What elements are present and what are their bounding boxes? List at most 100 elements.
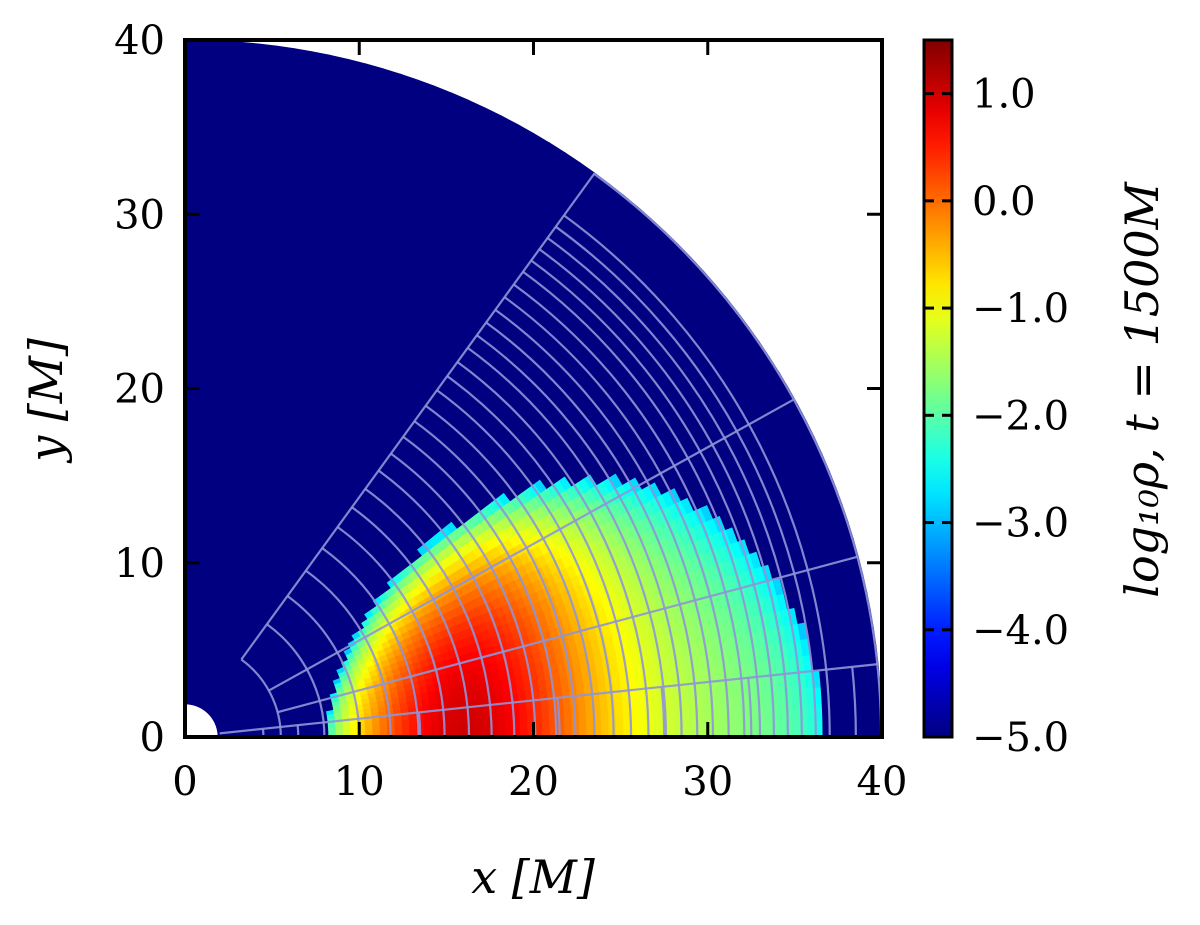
density-cell [193, 416, 202, 424]
density-cell [200, 173, 215, 181]
density-cell [395, 726, 403, 732]
density-cell [475, 714, 483, 722]
density-cell [212, 380, 222, 388]
density-cell [206, 321, 217, 329]
density-cell [201, 136, 217, 144]
density-cell [185, 188, 199, 196]
density-cell [193, 409, 202, 417]
density-cell [498, 720, 506, 729]
density-cell [194, 372, 204, 380]
density-cell [195, 365, 205, 373]
density-cell [210, 410, 219, 418]
density-cell [207, 447, 215, 455]
density-cell [424, 718, 432, 725]
density-cell [194, 564, 199, 572]
density-cell [185, 121, 201, 129]
density-cell [215, 344, 226, 352]
density-cell [808, 720, 816, 737]
density-cell [213, 373, 223, 381]
density-cell [213, 203, 227, 211]
density-cell [191, 497, 197, 505]
density-cell [206, 469, 214, 477]
density-cell [196, 313, 207, 321]
density-cell [194, 549, 199, 557]
density-cell [197, 284, 209, 292]
density-cell [216, 433, 225, 441]
density-cell [211, 402, 220, 410]
density-cell [697, 723, 705, 737]
density-cell [196, 520, 202, 528]
density-cell [191, 490, 198, 498]
density-cell [681, 697, 689, 711]
density-cell [200, 446, 208, 454]
density-cell [192, 468, 199, 476]
density-cell [185, 173, 200, 181]
density-cell [616, 714, 624, 726]
density-cell [454, 723, 462, 730]
density-cell [476, 721, 484, 729]
density-cell [214, 455, 222, 463]
density-cell [778, 706, 786, 722]
density-cell [206, 336, 217, 344]
density-cell [202, 99, 219, 107]
density-cell [196, 298, 208, 306]
density-cell [395, 720, 403, 726]
density-cell [199, 461, 207, 469]
density-cell [703, 696, 711, 710]
density-cell [410, 725, 418, 731]
density-cell [210, 255, 223, 263]
density-cell [197, 498, 204, 506]
density-cell [190, 549, 195, 557]
density-cell [196, 306, 207, 314]
density-cell [682, 711, 690, 724]
density-cell [198, 490, 205, 498]
density-cell [215, 440, 224, 448]
density-cell [198, 247, 211, 255]
density-cell [198, 217, 212, 225]
density-cell [192, 475, 199, 483]
density-cell [185, 180, 200, 188]
density-cell [210, 247, 223, 255]
density-cell [373, 727, 381, 732]
density-cell [208, 284, 220, 292]
density-cell [207, 314, 218, 322]
density-cell [542, 708, 550, 718]
density-cell [520, 719, 528, 728]
density-cell [204, 358, 214, 366]
density-cell [199, 453, 207, 461]
density-cell [213, 188, 228, 196]
density-cell [202, 409, 211, 417]
density-cell [217, 329, 228, 337]
density-cell [185, 106, 202, 114]
density-cell [195, 335, 206, 343]
density-cell [190, 542, 195, 550]
density-cell [189, 586, 193, 594]
density-cell [564, 717, 572, 727]
density-cell [191, 520, 197, 528]
density-cell [191, 512, 197, 520]
density-cell [365, 727, 373, 732]
density-cell [215, 159, 231, 167]
density-cell [201, 528, 207, 536]
density-cell [217, 322, 228, 330]
density-cell [638, 713, 646, 725]
density-cell [600, 704, 608, 715]
density-cell [520, 710, 528, 719]
density-cell [199, 180, 214, 188]
density-cell [196, 320, 207, 328]
density-cell [199, 195, 213, 203]
density-cell [204, 483, 211, 491]
density-cell [201, 424, 210, 432]
density-cell [201, 114, 218, 122]
density-cell [206, 328, 217, 336]
density-cell [409, 719, 417, 725]
density-cell [201, 417, 210, 425]
density-cell [615, 703, 623, 715]
density-cell [195, 343, 206, 351]
density-cell [210, 491, 217, 499]
density-cell [505, 711, 513, 720]
density-cell [198, 225, 212, 233]
density-cell [564, 707, 572, 718]
density-cell [189, 593, 193, 601]
density-cell [190, 527, 196, 535]
